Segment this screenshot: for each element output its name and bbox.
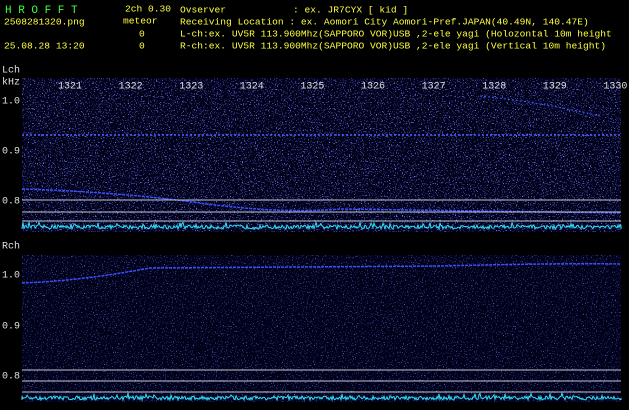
lch-label: Lch bbox=[2, 65, 20, 77]
location: Receiving Location : ex. Aomori City Aom… bbox=[180, 17, 589, 28]
meteor-label: meteor bbox=[123, 16, 158, 27]
minute-label: 1321 bbox=[58, 82, 82, 93]
observer: : ex. JR7CYX [ kid ] bbox=[293, 5, 408, 16]
freq-labels: 1.0 0.9 0.8 bbox=[2, 271, 20, 383]
observer-label: Ovserver bbox=[180, 5, 226, 16]
minute-label: 1324 bbox=[240, 82, 264, 93]
lch-unit: kHz bbox=[2, 77, 20, 89]
rch-count: 0 bbox=[139, 41, 145, 52]
lch-trace bbox=[21, 188, 622, 214]
app-name: H R O F F T bbox=[5, 5, 78, 17]
freq-label: 0.8 bbox=[2, 197, 20, 208]
freq-label: 0.8 bbox=[2, 372, 20, 383]
freq-label: 1.0 bbox=[2, 97, 20, 108]
rch-trace bbox=[21, 263, 622, 284]
noise-floor bbox=[21, 220, 622, 231]
minute-label: 1330 bbox=[603, 82, 627, 93]
freq-labels: 1.0 0.9 0.8 bbox=[2, 97, 20, 208]
lch-noise bbox=[22, 78, 621, 232]
datetime: 25.08.28 13:20 bbox=[4, 41, 85, 52]
minute-label: 1327 bbox=[422, 82, 446, 93]
lch-info: L-ch:ex. UV5R 113.900Mhz(SAPPORO VOR)USB… bbox=[180, 29, 612, 40]
lch-count: 0 bbox=[139, 29, 145, 40]
rch-label: Rch bbox=[2, 241, 20, 253]
freq-label: 0.9 bbox=[2, 322, 20, 333]
rch-noise bbox=[22, 255, 621, 402]
minute-label: 1329 bbox=[543, 82, 567, 93]
noise-floor bbox=[21, 391, 622, 402]
lch-trace-2 bbox=[479, 95, 601, 117]
minute-label: 1326 bbox=[361, 82, 385, 93]
minute-label: 1322 bbox=[119, 82, 143, 93]
rch-info: R-ch:ex. UV5R 113.900Mhz(SAPPORO VOR)USB… bbox=[180, 41, 606, 52]
minute-label: 1328 bbox=[482, 82, 506, 93]
minute-label: 1323 bbox=[179, 82, 203, 93]
version: 2ch 0.30 bbox=[125, 4, 171, 15]
minute-labels: 1321 1322 1323 1324 1325 1326 1327 1328 1329 1330 bbox=[58, 82, 627, 93]
minute-label: 1325 bbox=[300, 82, 324, 93]
freq-label: 0.9 bbox=[2, 147, 20, 158]
file-name: 2508281320.png bbox=[4, 17, 85, 28]
freq-label: 1.0 bbox=[2, 271, 20, 282]
